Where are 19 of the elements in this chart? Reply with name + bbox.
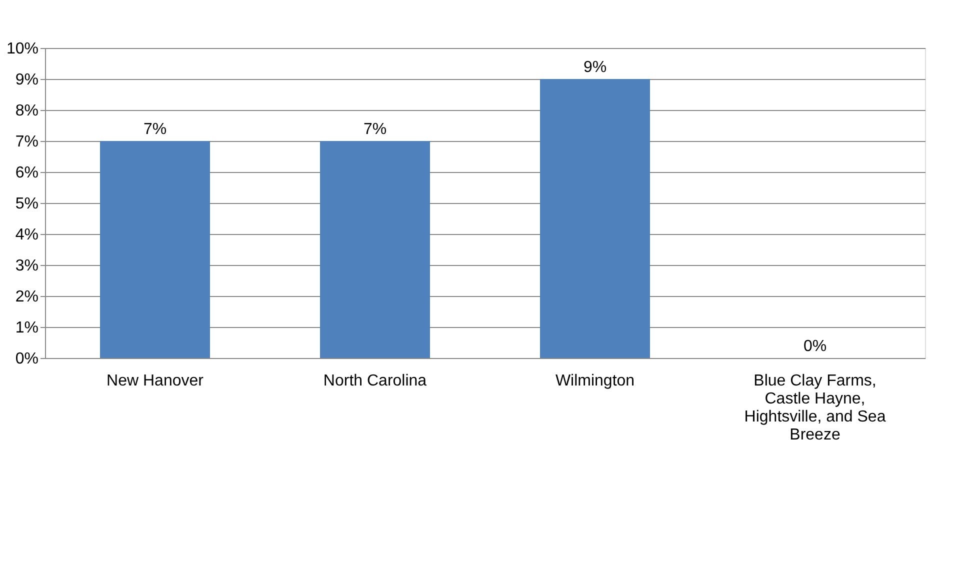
y-tick-label: 2% xyxy=(15,288,38,306)
data-label: 7% xyxy=(143,121,167,138)
data-label: 0% xyxy=(803,338,827,355)
y-tick-label: 5% xyxy=(15,196,38,212)
data-label: 9% xyxy=(583,59,607,76)
y-tick-label: 1% xyxy=(15,320,38,336)
y-tick-label: 7% xyxy=(15,134,38,150)
x-tick-label: North Carolina xyxy=(323,372,427,390)
y-tick-label: 4% xyxy=(15,226,38,244)
y-tick-label: 9% xyxy=(15,72,38,88)
data-label: 7% xyxy=(363,121,387,138)
y-tick-label: 3% xyxy=(15,258,38,274)
x-tick-label: Wilmington xyxy=(555,372,635,390)
x-tick-label: Blue Clay Farms, Castle Hayne, Hightsville, and Sea Breeze xyxy=(744,372,886,444)
y-tick-label: 8% xyxy=(15,102,38,120)
y-tick-label: 10% xyxy=(6,40,38,58)
x-tick-label: New Hanover xyxy=(106,372,204,390)
y-tick-label: 0% xyxy=(15,350,38,368)
y-tick-label: 6% xyxy=(15,164,38,182)
